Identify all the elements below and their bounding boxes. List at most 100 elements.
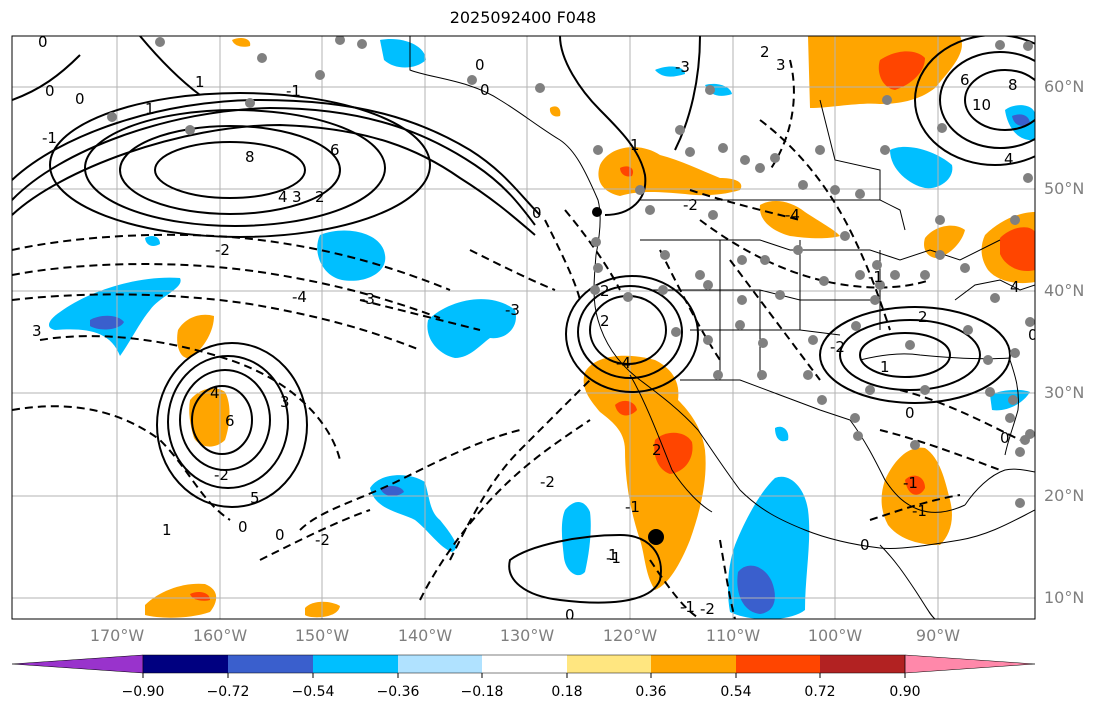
feature-marker: [592, 207, 602, 217]
colorbar-tick-label: −0.18: [460, 684, 504, 700]
contours-negative: [12, 59, 1021, 619]
contour-label: 3: [32, 322, 42, 340]
contour-label: 3: [292, 188, 302, 206]
contour-label: 1: [608, 546, 618, 564]
red-region: [905, 475, 925, 495]
contour-label: -3: [360, 290, 375, 308]
contour-label: 0: [480, 81, 490, 99]
lon-label: 140°W: [397, 626, 453, 645]
colorbar-segment: [228, 655, 313, 673]
contour-label: 2: [600, 312, 610, 330]
colorbar-tick-label: 0.36: [635, 684, 667, 700]
contour-label: 10: [972, 96, 991, 114]
contour-label: 3: [280, 393, 290, 411]
contour-label: -2: [683, 196, 698, 214]
light-blue-region: [775, 426, 789, 442]
contours-positive: [12, 36, 1035, 604]
contour-label: 2: [315, 188, 325, 206]
contour-label: -2: [830, 338, 845, 356]
lon-label: 150°W: [294, 626, 350, 645]
light-blue-region: [890, 146, 953, 189]
colorbar-segment: [398, 655, 482, 673]
contour-label: 1: [880, 358, 890, 376]
red-region: [615, 400, 637, 416]
red-region: [878, 51, 925, 90]
contour-label: -2: [215, 241, 230, 259]
contour-label: -4: [785, 206, 800, 224]
lon-label: 90°W: [915, 626, 961, 645]
contour-label: -1: [903, 474, 918, 492]
contour-label: 0: [75, 90, 85, 108]
lat-label: 20°N: [1044, 486, 1085, 505]
colorbar-segment: [313, 655, 398, 673]
contour-label: 0: [45, 82, 55, 100]
light-blue-region: [145, 236, 160, 246]
contour-label: 2: [918, 308, 928, 326]
lon-label: 160°W: [192, 626, 248, 645]
contour-label: 3: [776, 56, 786, 74]
orange-region: [232, 38, 251, 47]
contour-label: 0: [532, 204, 542, 222]
blue-region: [737, 565, 775, 614]
lat-label: 40°N: [1044, 281, 1085, 300]
coastlines: [409, 36, 1035, 619]
contour-label: -1: [868, 268, 883, 286]
contour-label-group: 0 0 0 0 0 -1 1 -1 1 8 6 4 3 2 -2 -3 -4 3…: [32, 33, 1035, 619]
colorbar-tick-label: 0.18: [551, 684, 583, 700]
contour-label: -1: [912, 502, 927, 520]
contour-label: 4: [210, 384, 220, 402]
light-blue-region: [655, 66, 685, 77]
contour-label: 0: [275, 526, 285, 544]
orange-region: [549, 106, 561, 117]
contour-label: 2: [600, 282, 610, 300]
lon-label: 100°W: [807, 626, 863, 645]
contour-label: 0: [38, 33, 48, 51]
orange-region: [598, 147, 742, 196]
red-region: [190, 592, 210, 601]
contour-label: 0: [860, 536, 870, 554]
contour-label: 8: [245, 148, 255, 166]
colorbar-tick-label: −0.90: [121, 684, 165, 700]
lon-label: 120°W: [602, 626, 658, 645]
contour-label: 6: [330, 141, 340, 159]
contour-label: -2: [214, 466, 229, 484]
colorbar-segment: [820, 655, 905, 673]
lon-label: 110°W: [705, 626, 761, 645]
map-frame: [11, 35, 1036, 620]
contour-label: 5: [250, 489, 260, 507]
contour-label: 2: [760, 43, 770, 61]
light-blue-region: [427, 299, 516, 358]
contour-label: 6: [225, 412, 235, 430]
contour-label: -1: [286, 82, 301, 100]
contour-label: -3: [675, 58, 690, 76]
red-region: [1000, 227, 1035, 272]
contour-label: 4: [278, 188, 288, 206]
blue-region: [1012, 114, 1030, 126]
lat-lon-grid: [12, 36, 1035, 619]
contour-label: 6: [960, 71, 970, 89]
contour-label: 1: [162, 521, 172, 539]
map-title: 2025092400 F048: [449, 8, 597, 27]
colorbar-segment: [567, 655, 651, 673]
contour-label: -4: [616, 354, 631, 372]
contour-label: -2: [540, 473, 555, 491]
contour-label: -2: [700, 600, 715, 618]
contour-label: 0: [238, 518, 248, 536]
lat-label: 10°N: [1044, 588, 1085, 607]
contour-label: 2: [652, 441, 662, 459]
contour-label: -4: [292, 288, 307, 306]
colorbar-tick-label: −0.54: [291, 684, 335, 700]
contour-label: -1: [625, 498, 640, 516]
contour-label: 4: [1004, 150, 1014, 168]
contour-label: 4: [1010, 278, 1020, 296]
contour-label: 0: [1000, 429, 1010, 447]
orange-region: [583, 355, 706, 590]
contour-label: -2: [315, 531, 330, 549]
lat-label: 30°N: [1044, 383, 1085, 402]
blue-region: [90, 315, 124, 330]
contour-label: 8: [1008, 76, 1018, 94]
blue-region: [380, 485, 404, 497]
orange-region: [189, 388, 230, 447]
red-region: [654, 432, 693, 474]
